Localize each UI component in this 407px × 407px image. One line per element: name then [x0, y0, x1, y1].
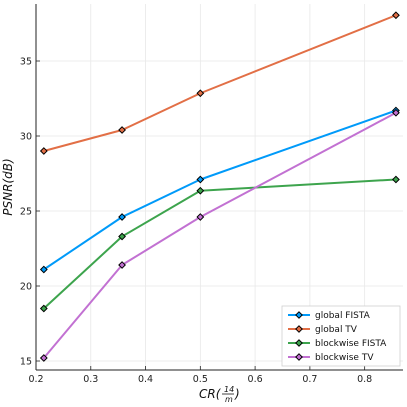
x-tick-label: 0.2 [28, 374, 43, 385]
series-line [43, 14, 397, 152]
y-tick-label: 20 [20, 282, 32, 293]
x-tick-label: 0.5 [193, 374, 208, 385]
data-point [118, 213, 126, 221]
data-point [39, 265, 48, 274]
data-point [392, 11, 400, 20]
data-point [39, 147, 48, 155]
legend-label: global FISTA [315, 311, 371, 321]
x-axis-title-close: ) [234, 387, 240, 401]
legend-marker [295, 325, 303, 333]
legend-label: blockwise FISTA [315, 339, 387, 349]
data-point [196, 175, 205, 184]
legend-marker [295, 353, 303, 361]
legend: global FISTA global TV blockwise FISTA bloc… [281, 305, 401, 367]
x-tick-label: 0.4 [138, 374, 153, 385]
legend-label: blockwise TV [315, 353, 374, 363]
y-tick-label: 35 [20, 57, 32, 68]
legend-label: global TV [315, 325, 358, 335]
series-lines [43, 14, 397, 359]
data-point [39, 354, 48, 362]
series-line [43, 178, 396, 310]
data-point [118, 261, 126, 269]
data-point [196, 186, 205, 195]
data-point [118, 232, 126, 241]
x-tick-label: 0.7 [302, 374, 317, 385]
data-point [392, 175, 400, 184]
x-axis-ticks: 0.2 0.3 0.4 0.5 0.6 0.7 0.8 [28, 366, 372, 385]
series-line [43, 111, 397, 359]
series-line [43, 109, 397, 271]
x-tick-label: 0.8 [357, 374, 372, 385]
data-point [196, 89, 205, 98]
data-point [196, 213, 205, 221]
x-axis-title-main: CR( [199, 387, 222, 401]
data-point [39, 304, 48, 313]
y-axis-ticks: 15 20 25 30 35 [20, 57, 40, 368]
x-axis-title-numerator: 14 [224, 385, 234, 394]
data-point [392, 108, 400, 117]
legend-marker [295, 339, 303, 347]
x-tick-label: 0.6 [248, 374, 263, 385]
y-axis-title: PSNR(dB) [1, 158, 15, 215]
legend-marker [295, 311, 303, 319]
y-tick-label: 30 [20, 132, 32, 143]
series-markers [39, 11, 400, 362]
y-tick-label: 15 [20, 357, 32, 368]
x-axis-title: CR( 14 m ) [199, 385, 240, 404]
x-axis-title-denominator: m [225, 395, 233, 404]
x-tick-label: 0.3 [83, 374, 98, 385]
y-tick-label: 25 [20, 207, 32, 218]
plot-frame [35, 4, 403, 371]
data-point [118, 126, 126, 134]
